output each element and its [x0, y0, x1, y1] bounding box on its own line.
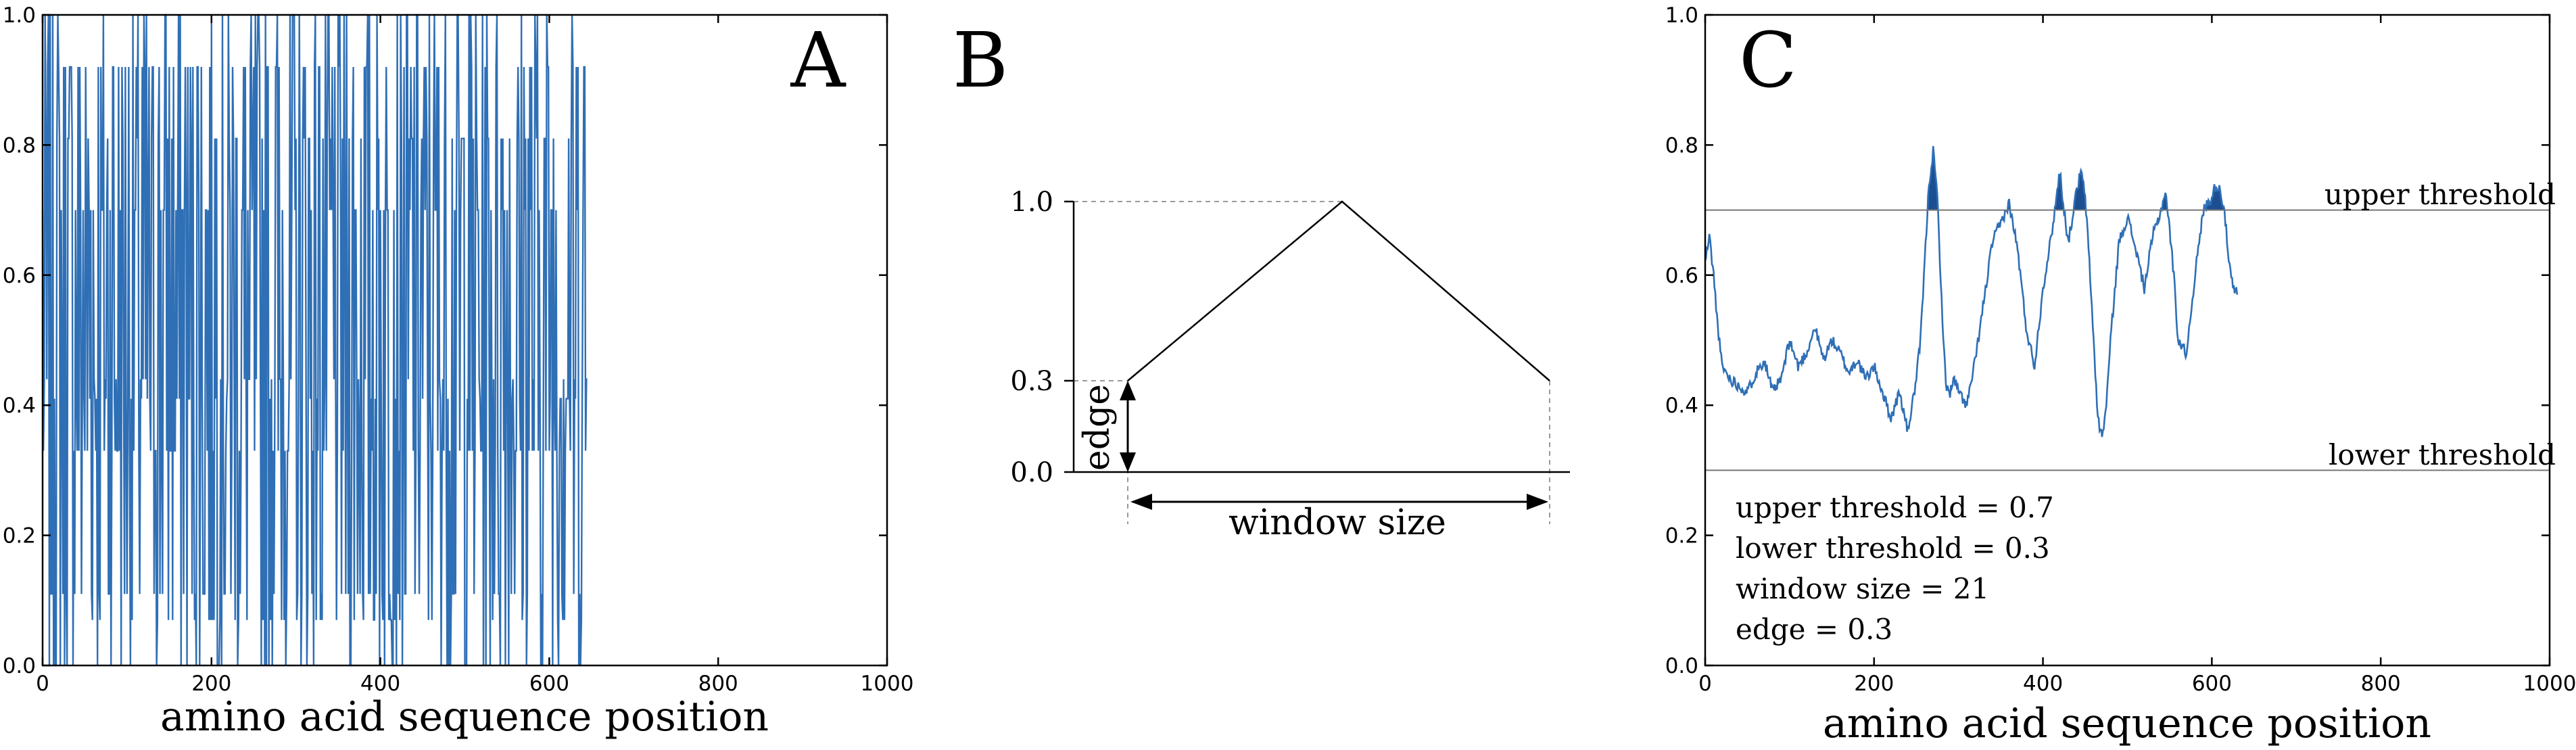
panel-c: 0 200 400 600 800 1000 0.0 0.2 0.4 0.6 0.8 1.0 C up… [1665, 3, 2576, 747]
panel-b-ylabel-top: 1.0 [1010, 187, 1053, 218]
x-tick-label: 600 [529, 672, 569, 696]
panel-b-letter: B [953, 17, 1008, 105]
y-tick-label: 0.0 [1665, 654, 1698, 678]
y-tick-label: 0.4 [3, 394, 36, 418]
y-tick-label: 0.2 [1665, 524, 1698, 548]
upper-threshold-label: upper threshold [2324, 178, 2556, 211]
x-tick-label: 400 [360, 672, 400, 696]
panel-c-xlabel: amino acid sequence position [1823, 700, 2431, 747]
window-function-line [1127, 200, 1550, 381]
x-tick-label: 0 [36, 672, 49, 696]
x-tick-label: 200 [1854, 672, 1894, 696]
param-window-size: window size = 21 [1736, 572, 1989, 605]
x-tick-label: 1000 [2523, 672, 2576, 696]
window-arrow-left-head [1130, 494, 1152, 510]
panel-b-ylabel-zero: 0.0 [1010, 457, 1053, 488]
y-tick-label: 0.6 [1665, 264, 1698, 288]
y-tick-label: 0.2 [3, 524, 36, 548]
panel-a-letter: A [790, 17, 846, 105]
param-upper-threshold: upper threshold = 0.7 [1736, 491, 2054, 524]
panel-a-series [41, 14, 588, 667]
panel-c-letter: C [1739, 17, 1797, 105]
x-tick-label: 1000 [861, 672, 914, 696]
edge-arrow-down-head [1120, 452, 1136, 472]
x-tick-label: 600 [2192, 672, 2232, 696]
peak-fill [1928, 146, 1938, 210]
x-tick-label: 0 [1698, 672, 1712, 696]
x-tick-label: 800 [698, 672, 738, 696]
panel-c-peak-fills [1928, 146, 2225, 210]
param-lower-threshold: lower threshold = 0.3 [1736, 532, 2050, 565]
window-size-label: window size [1229, 502, 1446, 543]
panel-b: B 1.0 0.3 0.0 edge window size [953, 17, 1570, 543]
x-tick-label: 400 [2023, 672, 2063, 696]
panel-a-xlabel: amino acid sequence position [160, 693, 769, 741]
panel-c-frame [1704, 14, 2551, 667]
y-tick-label: 0.8 [1665, 133, 1698, 158]
x-tick-label: 800 [2361, 672, 2401, 696]
y-tick-label: 1.0 [3, 3, 36, 28]
y-tick-label: 0.0 [3, 654, 36, 678]
panel-b-ylabel-mid: 0.3 [1010, 366, 1053, 397]
y-tick-label: 0.4 [1665, 394, 1698, 418]
param-edge: edge = 0.3 [1736, 613, 1892, 646]
edge-label: edge [1077, 384, 1118, 471]
x-tick-label: 200 [191, 672, 231, 696]
y-tick-label: 0.8 [3, 133, 36, 158]
edge-arrow-up-head [1120, 381, 1136, 400]
panel-a-ticks: 0 200 400 600 800 1000 0.0 0.2 0.4 0.6 0.8 1.0 [3, 3, 914, 696]
panel-c-series-line [1704, 145, 2239, 438]
panel-a-frame [41, 14, 888, 667]
panel-c-series [1704, 145, 2239, 438]
panel-a: 0 200 400 600 800 1000 0.0 0.2 0.4 0.6 0.8 1.0 A am… [3, 3, 914, 741]
window-arrow-right-head [1527, 494, 1548, 510]
y-tick-label: 1.0 [1665, 3, 1698, 28]
panel-c-ticks: 0 200 400 600 800 1000 0.0 0.2 0.4 0.6 0.8 1.0 [1665, 3, 2576, 696]
panel-a-series-line [41, 14, 588, 667]
lower-threshold-label: lower threshold [2329, 438, 2556, 471]
y-tick-label: 0.6 [3, 264, 36, 288]
